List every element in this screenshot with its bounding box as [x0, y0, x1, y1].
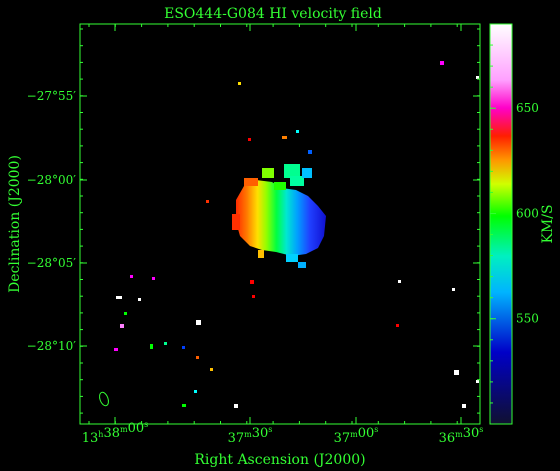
- colorbar-tick-label: 550: [516, 312, 539, 326]
- colorbar-ticks: 550 600 650: [490, 44, 539, 404]
- x-axis-ticks: 13h38m00s 37m30s 37m00s 36m30s: [82, 24, 484, 446]
- x-tick-label: 36m30s: [439, 425, 484, 446]
- beam-ellipse: [99, 391, 109, 407]
- y-axis-label: Declination (J2000): [7, 155, 23, 293]
- y-axis-ticks: −27°55′ −28°00′ −28°05′ −28°10′: [27, 28, 480, 414]
- y-tick-label: −28°00′: [27, 173, 77, 187]
- x-tick-label: 13h38m00s: [82, 420, 149, 446]
- colorbar-label: KM/S: [540, 204, 556, 243]
- x-tick-label: 37m30s: [228, 425, 273, 446]
- plot-frame: [79, 23, 481, 425]
- y-tick-label: −28°05′: [27, 256, 77, 270]
- chart-title: ESO444-G084 HI velocity field: [164, 6, 382, 22]
- colorbar-tick-label: 600: [516, 206, 539, 220]
- noise-pixels: [114, 61, 479, 408]
- galaxy-velocity-field: [232, 164, 326, 268]
- colorbar-tick-label: 650: [516, 101, 539, 115]
- y-tick-label: −27°55′: [27, 89, 77, 103]
- x-tick-label: 37m00s: [334, 425, 379, 446]
- x-axis-label: Right Ascension (J2000): [194, 452, 365, 468]
- y-tick-label: −28°10′: [27, 339, 77, 353]
- colorbar: [489, 23, 513, 425]
